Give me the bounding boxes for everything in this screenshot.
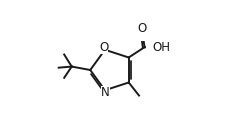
Text: OH: OH [152,41,170,54]
Text: O: O [99,41,109,54]
Text: N: N [101,86,110,99]
Text: O: O [138,22,147,35]
